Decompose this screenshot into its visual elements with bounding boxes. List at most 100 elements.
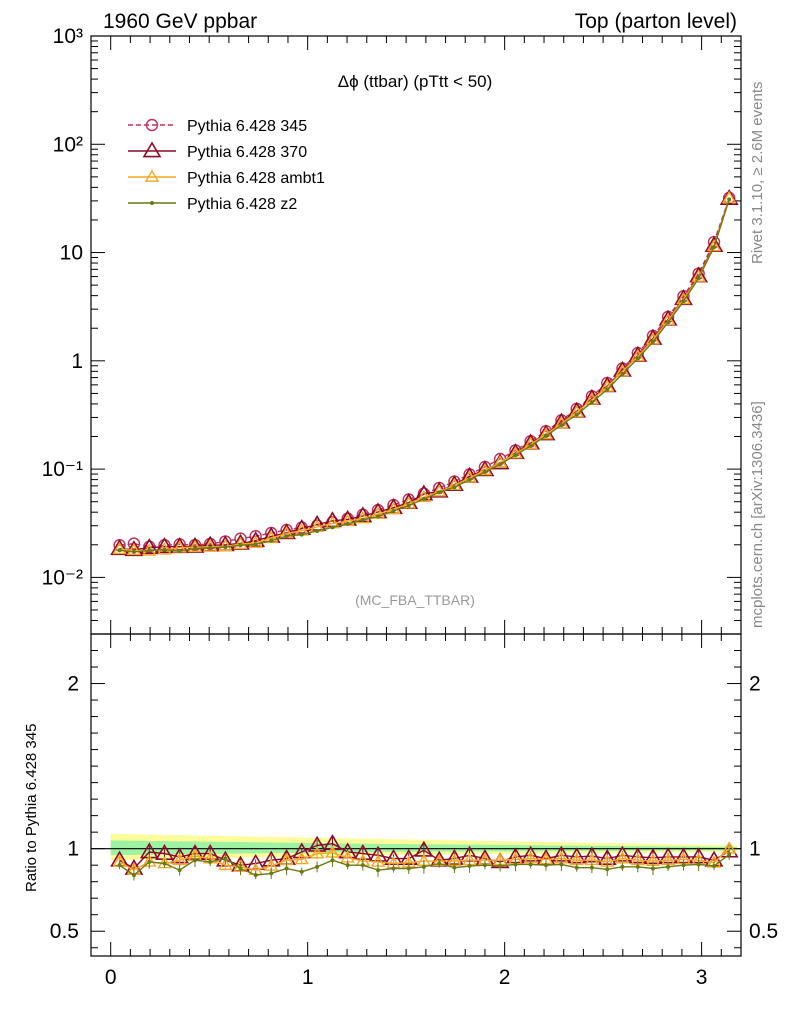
legend: Pythia 6.428 345 Pythia 6.428 370 Pythia 6… xyxy=(128,118,325,213)
ratio-axis-ticks: 0.5 0.5 1 1 2 2 xyxy=(50,650,778,949)
data-point xyxy=(124,540,144,557)
data-point xyxy=(681,299,686,304)
data-point xyxy=(467,477,472,482)
data-point xyxy=(696,276,701,281)
ratio-point xyxy=(605,867,610,872)
data-point xyxy=(126,542,142,556)
data-point xyxy=(528,443,533,448)
data-point xyxy=(284,534,289,539)
data-point xyxy=(233,536,248,549)
ratio-point xyxy=(172,852,187,866)
ratio-point xyxy=(528,862,533,867)
header-left: 1960 GeV ppbar xyxy=(103,10,257,33)
data-point xyxy=(345,521,350,526)
data-point xyxy=(277,523,296,540)
ratio-point xyxy=(147,859,152,864)
data-point xyxy=(238,543,243,548)
ratio-point xyxy=(620,864,625,869)
legend-marker xyxy=(145,118,159,132)
y-tick-label-ratio-right: 2 xyxy=(749,673,761,696)
ratio-point xyxy=(155,844,174,861)
data-point xyxy=(391,509,396,514)
data-point xyxy=(355,511,371,524)
data-point xyxy=(299,532,304,537)
data-point xyxy=(589,400,594,405)
data-point xyxy=(437,490,442,495)
ratio-ylabel: Ratio to Pythia 6.428 345 xyxy=(23,724,40,892)
data-point xyxy=(674,289,693,306)
y-tick-label-ratio: 2 xyxy=(67,673,79,696)
data-point xyxy=(712,245,717,250)
data-point xyxy=(360,517,365,522)
ratio-point xyxy=(315,864,320,869)
x-tick-label: 2 xyxy=(499,966,511,989)
ratio-point xyxy=(498,864,503,869)
ratio-point xyxy=(238,866,243,871)
ratio-point xyxy=(681,863,686,868)
data-point xyxy=(218,539,233,552)
data-point xyxy=(315,529,320,534)
legend-label: Pythia 6.428 z2 xyxy=(187,196,297,213)
ratio-point xyxy=(375,868,380,873)
rivet-label: Rivet 3.1.10, ≥ 2.6M events xyxy=(749,82,766,265)
data-point xyxy=(231,533,250,550)
data-point xyxy=(155,537,174,554)
data-point xyxy=(416,489,432,503)
ratio-point xyxy=(650,866,655,871)
ratio-point xyxy=(544,863,548,868)
data-point xyxy=(187,539,203,553)
data-point xyxy=(544,434,548,439)
data-point xyxy=(202,539,218,552)
ratio-point xyxy=(345,863,350,868)
ratio-point xyxy=(218,857,233,871)
ratio-point xyxy=(559,862,564,867)
ratio-point xyxy=(589,865,594,870)
data-point xyxy=(157,542,172,555)
y-tick-label-main: 10 xyxy=(60,242,83,265)
ratio-point xyxy=(421,864,426,869)
data-point xyxy=(482,470,487,475)
data-point xyxy=(406,503,411,508)
data-point xyxy=(719,189,739,205)
ratio-point xyxy=(482,863,487,868)
data-point xyxy=(462,470,477,483)
data-point xyxy=(447,477,462,491)
header-right: Top (parton level) xyxy=(575,10,737,33)
data-point xyxy=(721,190,737,204)
ratio-point xyxy=(391,866,396,871)
data-point xyxy=(676,291,691,305)
legend-marker xyxy=(144,169,160,182)
data-point xyxy=(330,525,335,530)
legend-marker xyxy=(150,201,154,205)
mcplots-label: mcplots.cern.ch [arXiv:1306.3436] xyxy=(749,401,766,628)
legend-label: Pythia 6.428 ambt1 xyxy=(187,170,325,187)
ratio-point xyxy=(253,873,258,878)
data-point xyxy=(147,548,152,553)
data-point xyxy=(375,514,380,519)
data-point xyxy=(452,485,457,490)
ratio-point xyxy=(284,866,289,871)
data-point xyxy=(223,545,228,550)
main-axis-ticks: 10⁻² 10⁻¹ 1 10 10² 10³ 0 1 2 3 xyxy=(42,25,741,989)
data-point xyxy=(246,531,266,548)
y-tick-label-ratio-right: 0.5 xyxy=(749,920,778,943)
data-point xyxy=(620,372,625,377)
ratio-point xyxy=(406,866,411,871)
ratio-point xyxy=(727,852,732,857)
data-point xyxy=(253,542,258,547)
ratio-point xyxy=(131,873,136,878)
data-point xyxy=(177,549,182,554)
ratio-point xyxy=(696,862,701,867)
ratio-series-group xyxy=(110,834,739,881)
data-point xyxy=(635,356,640,361)
data-point xyxy=(706,239,722,252)
y-tick-label-main: 10² xyxy=(53,133,83,156)
ratio-point xyxy=(330,858,335,863)
y-tick-label-main: 10⁻² xyxy=(42,566,83,589)
y-tick-label-main: 10³ xyxy=(53,25,83,48)
ratio-point xyxy=(666,864,671,869)
ratio-point xyxy=(162,861,167,866)
legend-marker xyxy=(142,141,162,158)
data-point xyxy=(574,412,579,417)
